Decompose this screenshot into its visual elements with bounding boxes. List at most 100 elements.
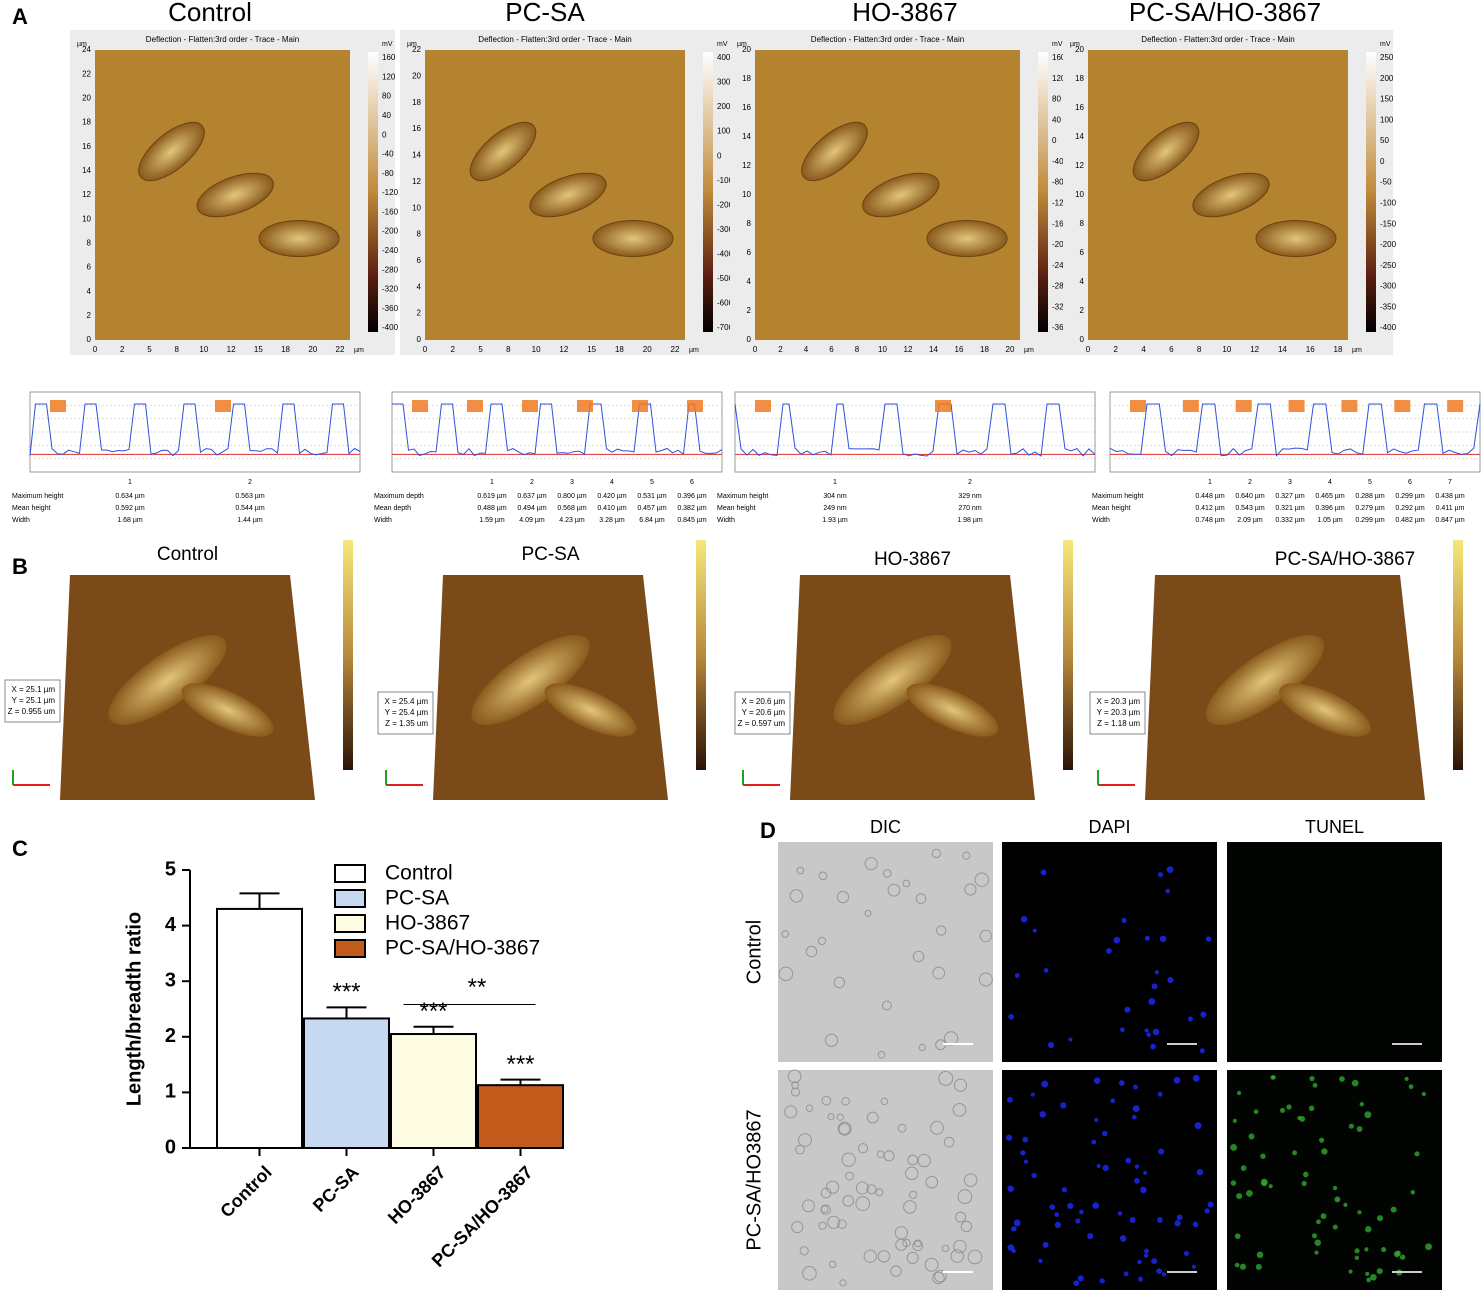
afm-title: HO-3867 <box>852 0 958 27</box>
unit-label: µm <box>77 41 87 48</box>
cell-dot <box>1031 1172 1037 1179</box>
z-tick-label: 400 <box>717 53 731 62</box>
unit-label: mV <box>717 41 728 48</box>
cell-dot <box>1207 1201 1214 1208</box>
profile-cell: 0.438 µm <box>1435 493 1464 500</box>
profile-marker <box>1447 400 1464 412</box>
cell-dot <box>1255 1263 1262 1270</box>
cell-dot <box>841 1096 850 1106</box>
profile-cell: 304 nm <box>823 493 847 500</box>
profile-cell: 0.845 µm <box>677 517 706 524</box>
cell-dot <box>1152 1028 1160 1036</box>
cell-dot <box>1014 973 1020 978</box>
cell-dot <box>1077 1275 1084 1282</box>
y-tick-label: 5 <box>165 858 176 880</box>
y-tick-label: 1 <box>165 1081 176 1103</box>
y-tick-label: 2 <box>165 1025 176 1047</box>
z-tick-label: -240 <box>1052 261 1069 270</box>
cell-dot <box>1099 1278 1105 1284</box>
cell-dot <box>1260 1153 1266 1159</box>
profile-cell: 0.634 µm <box>115 493 144 500</box>
z-tick-label: 100 <box>1380 115 1394 124</box>
cell-dot <box>915 893 927 904</box>
z-tick-label: -400 <box>717 249 734 258</box>
y-tick-label: 6 <box>87 263 92 272</box>
column-label: DAPI <box>1088 817 1130 837</box>
cell-dot <box>1364 1247 1369 1252</box>
row-label: PC-SA/HO3867 <box>743 1109 765 1250</box>
cell <box>926 220 1008 257</box>
profile-col: 7 <box>1448 479 1452 486</box>
y-tick-label: 8 <box>1080 219 1085 228</box>
cell-dot <box>1075 1218 1081 1224</box>
cell-dot <box>827 1113 835 1121</box>
unit-label: mV <box>1380 41 1391 48</box>
cell-3d <box>1205 634 1325 726</box>
profile-line <box>392 403 723 457</box>
cell-dot <box>1140 1186 1147 1194</box>
cell-dot <box>818 1221 827 1230</box>
profile-col: 4 <box>610 479 614 486</box>
cell-dot <box>1165 888 1171 894</box>
cell-dot <box>1117 1211 1123 1216</box>
z-tick-label: 0 <box>717 151 722 160</box>
cell-dot <box>1348 1123 1354 1129</box>
cell-dot <box>877 1250 891 1263</box>
profile-cell: 0.382 µm <box>677 505 706 512</box>
cell-dot <box>1129 1216 1136 1223</box>
cell-dot <box>839 1279 847 1287</box>
cell-dot <box>1167 977 1174 984</box>
cell-dot <box>1151 1258 1158 1265</box>
surface-title: PC-SA/HO-3867 <box>1275 549 1415 570</box>
cell-dot <box>1131 1114 1137 1120</box>
cell-dot <box>877 1050 886 1059</box>
cell-dot <box>1261 1180 1268 1187</box>
cell-dot <box>791 1081 800 1090</box>
x-tick-label: 18 <box>615 345 624 354</box>
profile-cell: 1.93 µm <box>822 517 848 524</box>
profile-cell: 0.288 µm <box>1355 493 1384 500</box>
y-tick-label: 10 <box>742 190 751 199</box>
colorbar <box>696 540 706 770</box>
cell-dot <box>912 950 925 963</box>
cell-dot <box>1006 1134 1013 1141</box>
profile-cell: 1.98 µm <box>957 517 983 524</box>
x-tick-label: 10 <box>878 345 887 354</box>
unit-label: µm <box>1070 41 1080 48</box>
z-tick-label: -40 <box>1052 157 1064 166</box>
cell-dot <box>1042 1241 1049 1248</box>
cell-dot <box>866 1184 877 1195</box>
cell-dot <box>880 1097 889 1106</box>
profile-cell: Mean height <box>1092 505 1131 512</box>
surface-title: PC-SA <box>521 544 579 565</box>
cell-dot <box>1425 1243 1432 1251</box>
y-tick-label: 14 <box>412 151 421 160</box>
cell <box>862 172 940 218</box>
cell-dot <box>1196 1168 1204 1176</box>
z-tick-label: 160 <box>382 53 396 62</box>
cell-dot <box>1348 1269 1353 1274</box>
profile-col: 5 <box>1368 479 1372 486</box>
y-tick-label: 10 <box>82 214 91 223</box>
cell-dot <box>897 1123 907 1133</box>
profile-marker <box>1288 400 1305 412</box>
cell-3d <box>181 683 274 737</box>
cell-dot <box>1321 1148 1328 1155</box>
cell <box>1255 220 1337 257</box>
cell-dot <box>1174 1220 1181 1227</box>
legend-label: HO-3867 <box>385 912 470 935</box>
y-tick-label: 0 <box>87 335 92 344</box>
cell-dot <box>1010 1226 1017 1232</box>
cell-dot <box>1234 1262 1240 1268</box>
cell-dot <box>955 1211 967 1223</box>
x-tick-label: 8 <box>506 345 511 354</box>
cell-dot <box>1299 1115 1306 1122</box>
cell-dot <box>1124 1006 1131 1013</box>
x-tick-label: 6 <box>829 345 834 354</box>
cell-dot <box>841 1152 856 1167</box>
y-tick-label: 4 <box>417 282 422 291</box>
x-tick-label: 16 <box>1306 345 1315 354</box>
cell-dot <box>1043 968 1049 973</box>
cell-dot <box>1376 1215 1384 1222</box>
